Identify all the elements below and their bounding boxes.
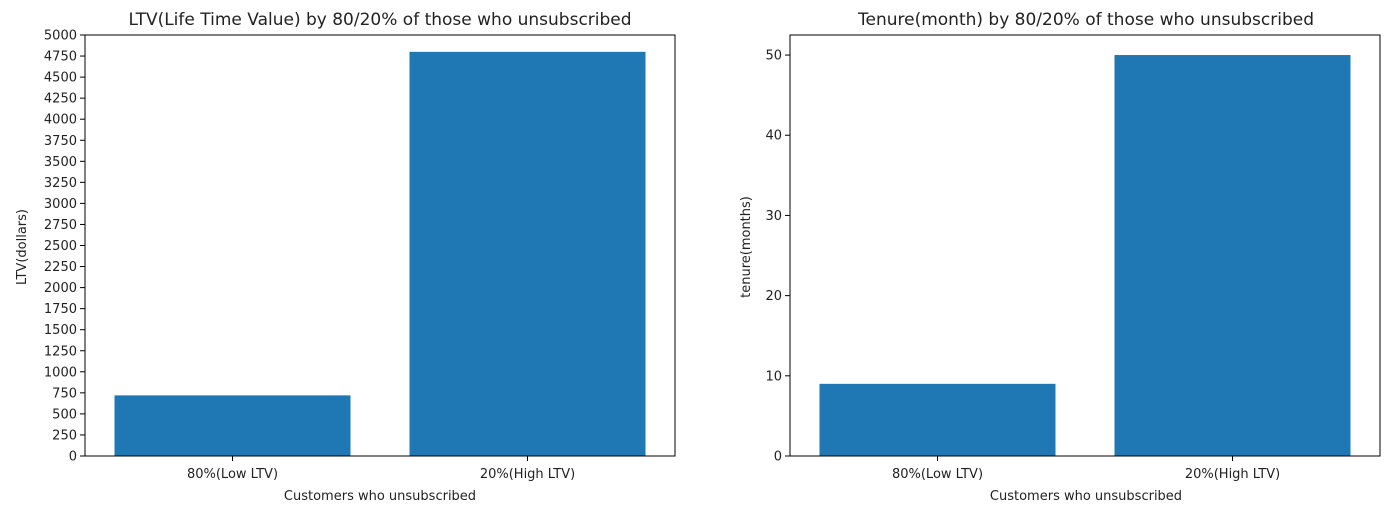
y-tick-label: 4500 [44,71,77,86]
y-tick-label: 1250 [44,344,77,359]
plot-frame [84,34,676,457]
plot-area: 80%(Low LTV) 20%(High LTV) 0 10 20 30 40 50 [765,34,1381,482]
y-tick-label: 2500 [44,239,77,254]
y-tick-label: 1750 [44,302,77,317]
y-tick-label: 4000 [44,113,77,128]
plot-frame [789,34,1381,457]
y-tick-label: 0 [69,450,77,465]
y-tick-label: 0 [774,450,782,465]
y-tick-label: 4750 [44,50,77,65]
y-axis-label: tenure(months) [739,196,754,298]
y-tick-label: 2250 [44,260,77,275]
y-tick-label: 5000 [44,29,77,44]
y-tick-label: 1500 [44,323,77,338]
y-tick-label: 30 [765,209,782,224]
y-tick-label: 40 [765,129,782,144]
y-tick-label: 2750 [44,218,77,233]
y-tick-label: 3000 [44,197,77,212]
x-axis-label: Customers who unsubscribed [284,489,476,504]
y-tick-label: 3500 [44,155,77,170]
y-tick-label: 50 [765,49,782,64]
y-tick-label: 2000 [44,281,77,296]
x-axis-label: Customers who unsubscribed [990,489,1182,504]
y-tick-label: 20 [765,289,782,304]
y-tick-label: 750 [52,386,77,401]
bar [114,395,351,456]
y-tick-label: 250 [52,428,77,443]
y-tick-label: 4250 [44,92,77,107]
x-tick-label: 80%(Low LTV) [187,467,278,482]
y-axis-label: LTV(dollars) [15,209,30,285]
chart-title: Tenure(month) by 80/20% of those who uns… [857,10,1314,30]
x-tick-label: 80%(Low LTV) [892,467,983,482]
chart-title: LTV(Life Time Value) by 80/20% of those … [128,10,631,30]
x-tick-label: 20%(High LTV) [480,467,575,482]
y-tick-label: 3250 [44,176,77,191]
y-tick-label: 3750 [44,134,77,149]
bar [409,51,646,457]
y-tick-label: 500 [52,407,77,422]
y-tick-label: 1000 [44,365,77,380]
chart-tenure: Tenure(month) by 80/20% of those who uns… [739,10,1381,504]
bar [819,383,1056,456]
plot-area: 80%(Low LTV) 20%(High LTV) 0 250 500 750 1000 1… [44,29,676,482]
y-tick-label: 10 [765,369,782,384]
x-tick-label: 20%(High LTV) [1185,467,1280,482]
bar [1114,55,1351,457]
chart-ltv: LTV(Life Time Value) by 80/20% of those … [15,10,676,504]
